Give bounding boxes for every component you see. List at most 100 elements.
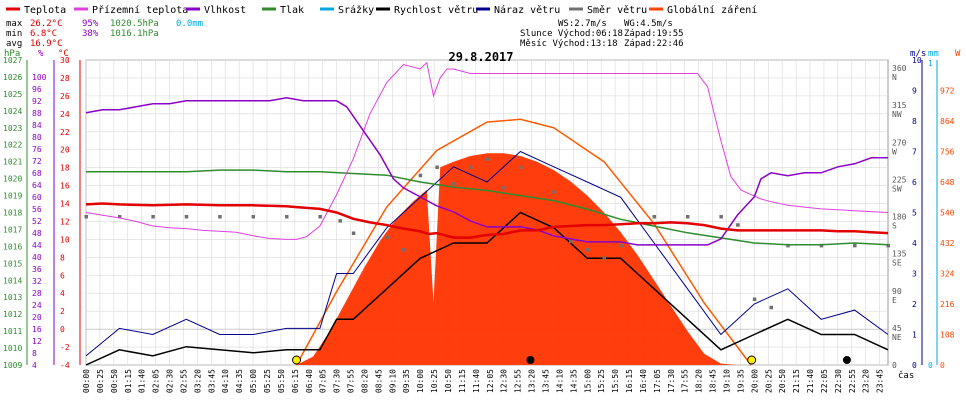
time-tick: 21:15	[792, 369, 801, 393]
wind-speed-avg: WS:2.7m/s	[558, 19, 607, 29]
wind-direction-tick: 0	[892, 361, 897, 370]
wind-speed-line	[85, 211, 889, 366]
sunset-marker	[747, 355, 757, 365]
rain-tick: 0	[928, 361, 933, 370]
radiation-tick: 0	[940, 361, 945, 370]
wind-direction-point	[435, 165, 439, 169]
humidity-tick: 88	[32, 109, 42, 118]
time-tick: 02:30	[166, 369, 175, 393]
humidity-tick: 76	[32, 145, 42, 154]
wind-tick: 10	[912, 56, 922, 65]
wind-tick: 8	[912, 117, 917, 126]
stats-label: max	[6, 19, 23, 29]
humidity-tick: 8	[32, 349, 37, 358]
time-tick: 19:10	[722, 369, 731, 393]
time-tick: 18:45	[709, 369, 718, 393]
time-tick: 12:30	[500, 369, 509, 393]
wind-direction-point	[552, 190, 556, 194]
radiation-tick: 648	[940, 178, 955, 187]
temp-tick: 30	[60, 56, 70, 65]
time-tick: 12:05	[486, 369, 495, 393]
legend-label: Rychlost větru	[394, 4, 478, 16]
wind-gust-line	[85, 150, 889, 357]
rain-tick: 1	[928, 59, 933, 68]
temp-tick: 24	[60, 110, 70, 119]
wind-direction-point	[184, 215, 189, 219]
wind-direction-point	[351, 231, 356, 235]
time-tick: 03:45	[207, 369, 216, 393]
time-tick: 02:05	[152, 369, 161, 393]
wind-direction-tick: 90	[892, 287, 902, 296]
humidity-tick: 4	[32, 361, 37, 370]
time-tick: 18:20	[695, 369, 704, 393]
wind-direction-point	[652, 215, 657, 219]
humidity-tick: 60	[32, 193, 42, 202]
wind-direction-point	[318, 215, 322, 219]
stats-humidity: 38%	[82, 29, 99, 39]
humidity-tick: 64	[32, 181, 42, 190]
time-tick: 08:45	[374, 369, 383, 393]
time-tick: 00:00	[82, 369, 91, 393]
legend-label: Směr větru	[587, 4, 647, 16]
temp-tick: 22	[60, 128, 70, 137]
wind-tick: 6	[912, 178, 917, 187]
wind-direction-point	[769, 305, 774, 310]
wind-direction-point	[485, 157, 489, 161]
wind-direction-tick: NE	[892, 333, 902, 342]
humidity-tick: 80	[32, 133, 42, 142]
time-tick: 01:15	[124, 369, 133, 393]
radiation-tick: 540	[940, 209, 955, 218]
stats-rain: 0.0mm	[176, 19, 203, 29]
pressure-line	[86, 169, 889, 246]
hpa-tick: 1023	[3, 124, 22, 133]
time-tick: 04:10	[221, 369, 230, 393]
time-tick: 02:55	[179, 369, 188, 393]
wind-direction-tick: 270	[892, 138, 907, 147]
wind-tick: 2	[912, 300, 917, 309]
humidity-tick: 24	[32, 301, 42, 310]
time-tick: 20:50	[778, 369, 787, 393]
time-tick: 22:55	[848, 369, 857, 393]
radiation-tick: 864	[940, 117, 955, 126]
time-tick: 00:25	[96, 369, 105, 393]
wind-direction-point	[338, 219, 342, 223]
radiation-tick: 108	[940, 331, 955, 340]
hpa-tick: 1019	[3, 192, 22, 201]
time-tick: 13:45	[541, 369, 550, 393]
wind-direction-tick: 315	[892, 101, 907, 110]
wind-gust-avg: WG:4.5m/s	[624, 19, 673, 29]
wind-direction-point	[251, 215, 256, 219]
wind-direction-tick: 45	[892, 324, 902, 333]
time-tick: 10:50	[444, 369, 453, 393]
wind-direction-point	[452, 182, 456, 186]
chart-title: 29.8.2017	[448, 50, 513, 64]
wind-direction-tick: SE	[892, 259, 902, 268]
time-tick: 00:50	[110, 369, 119, 393]
time-tick: 06:15	[291, 369, 300, 393]
legend-label: Teplota	[24, 5, 66, 16]
wind-direction-tick: NW	[892, 110, 902, 119]
wind-direction-point	[786, 243, 790, 248]
humidity-tick: 72	[32, 157, 42, 166]
wind-direction-tick: S	[892, 222, 897, 231]
wind-direction-tick: N	[892, 73, 897, 82]
hpa-tick: 1009	[3, 361, 22, 370]
humidity-tick: 20	[32, 313, 42, 322]
radiation-area	[296, 153, 738, 365]
wind-direction-point	[468, 165, 473, 169]
time-tick: 01:40	[138, 369, 147, 393]
wind-direction-point	[151, 215, 155, 219]
wind-direction-point	[585, 248, 590, 252]
radiation-tick: 432	[940, 239, 955, 248]
temp-tick: 14	[60, 200, 70, 209]
hpa-tick: 1014	[3, 276, 22, 285]
radiation-tick: 756	[940, 148, 955, 157]
time-tick: 12:55	[514, 369, 523, 393]
time-tick: 15:50	[611, 369, 620, 393]
legend-label: Přízemní teplota	[92, 4, 188, 16]
time-tick: 22:05	[820, 369, 829, 393]
hpa-tick: 1022	[3, 141, 22, 150]
time-tick: 15:00	[583, 369, 592, 393]
wind-direction-point	[401, 248, 406, 252]
